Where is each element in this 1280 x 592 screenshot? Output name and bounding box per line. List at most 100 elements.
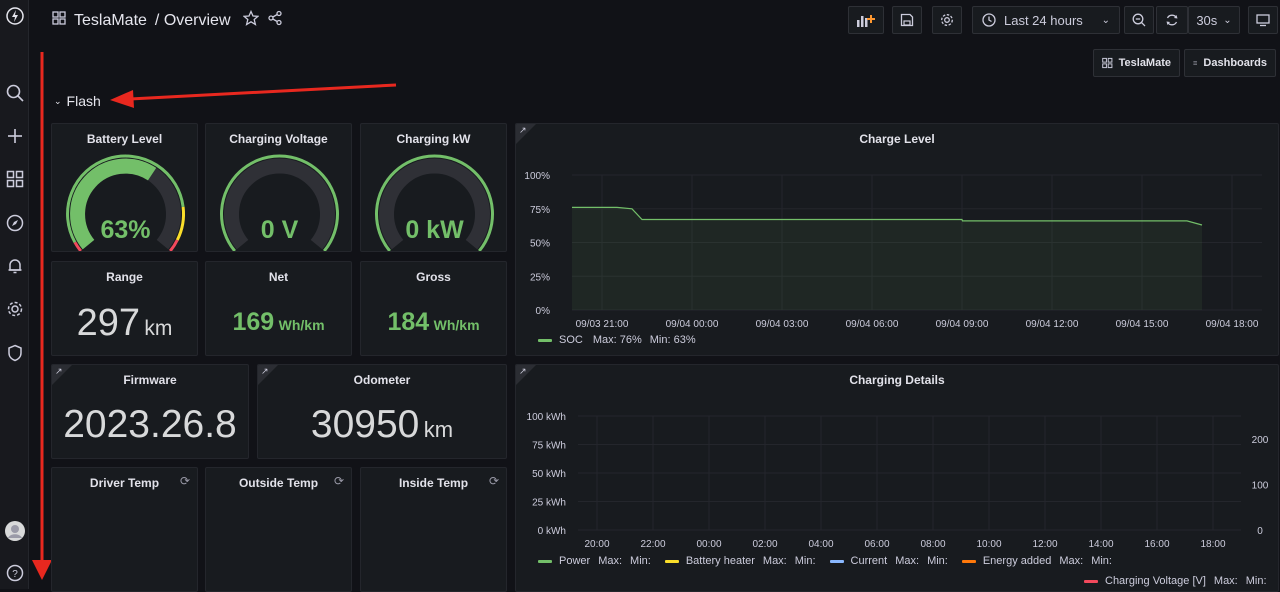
charging-voltage-gauge: 0 V xyxy=(220,154,339,251)
legend-series-name[interactable]: Current xyxy=(850,555,888,567)
clock-icon xyxy=(982,13,996,27)
panel-title: Odometer xyxy=(353,373,411,387)
x-tick-label: 09/04 15:00 xyxy=(1116,319,1169,330)
charging-voltage-panel: Charging Voltage 0 V xyxy=(205,123,352,252)
stat-unit: km xyxy=(423,417,454,442)
dashboard-grid-icon xyxy=(52,11,66,30)
panel-link-corner[interactable]: ↗ xyxy=(516,124,536,144)
gauge-value: 63% xyxy=(100,216,150,244)
grafana-logo-icon[interactable] xyxy=(4,5,25,26)
chevron-down-icon: ⌄ xyxy=(1223,14,1232,26)
x-tick-label: 18:00 xyxy=(1200,539,1225,550)
y-tick-label: 25% xyxy=(530,272,550,283)
panel-title: Charge Level xyxy=(859,132,935,146)
alert-bell-icon[interactable] xyxy=(4,255,25,276)
legend-series-name[interactable]: Energy added xyxy=(982,555,1052,567)
legend-series-name[interactable]: Charging Voltage [V] xyxy=(1105,575,1206,587)
legend-max: Max: xyxy=(1059,555,1084,567)
soc-line xyxy=(572,206,1203,226)
panel-title: Inside Temp xyxy=(398,476,469,490)
share-icon[interactable] xyxy=(267,10,283,31)
legend-series-name[interactable]: Power xyxy=(559,555,591,567)
x-tick-label: 12:00 xyxy=(1032,539,1057,550)
y-tick-label: 100 kWh xyxy=(527,412,566,423)
refresh-interval-picker[interactable]: 30s ⌄ xyxy=(1188,6,1240,34)
x-tick-label: 22:00 xyxy=(640,539,665,550)
svg-text:?: ? xyxy=(12,569,18,580)
y-tick-label: 75% xyxy=(530,205,550,216)
explore-compass-icon[interactable] xyxy=(4,212,25,233)
stat-unit: km xyxy=(144,317,173,340)
stat-value: 297 xyxy=(76,302,140,344)
menu-icon xyxy=(1193,61,1198,65)
firmware-panel: ↗ Firmware 2023.26.8 xyxy=(51,364,249,459)
panel-link-corner[interactable]: ↗ xyxy=(516,365,536,385)
legend-min: Min: 63% xyxy=(649,334,696,346)
charge-level-panel: ↗ Charge Level 100% 75% 50% 25% 0% 09/03 21:0… xyxy=(515,123,1279,356)
panel-title: Charging Voltage xyxy=(229,132,328,146)
legend-swatch xyxy=(664,559,679,563)
panel-title: Driver Temp xyxy=(89,476,160,490)
x-tick-label: 04:00 xyxy=(808,539,833,550)
time-range-picker[interactable]: Last 24 hours ⌄ xyxy=(972,6,1120,34)
search-icon[interactable] xyxy=(4,82,25,103)
range-stat: 297 km xyxy=(52,302,197,345)
x-tick-label: 06:00 xyxy=(864,539,889,550)
avatar[interactable] xyxy=(4,520,25,541)
refresh-interval-label: 30s xyxy=(1196,12,1218,28)
help-icon[interactable]: ? xyxy=(4,562,25,583)
legend-series-name[interactable]: Battery heater xyxy=(685,555,755,567)
shield-icon[interactable] xyxy=(4,342,25,363)
top-bar: TeslaMate / Overview Last 24 hours ⌄ 30s… xyxy=(36,0,1280,40)
outside-temp-panel: Outside Temp ⟳ xyxy=(205,467,352,592)
net-stat: 169 Wh/km xyxy=(206,308,351,337)
refresh-icon xyxy=(1166,14,1178,26)
gross-panel: Gross 184 Wh/km xyxy=(360,261,507,356)
refresh-button[interactable] xyxy=(1156,6,1188,34)
plus-icon[interactable] xyxy=(4,125,25,146)
gauge-threshold-band xyxy=(66,154,185,244)
x-tick-label: 09/04 09:00 xyxy=(936,319,989,330)
gauge-value: 0 kW xyxy=(405,216,464,244)
chevron-down-icon: ⌄ xyxy=(1101,14,1110,26)
legend-series-name[interactable]: SOC xyxy=(559,334,583,346)
x-tick-label: 09/04 03:00 xyxy=(756,319,809,330)
dashboard-settings-button[interactable] xyxy=(932,6,962,34)
dashboards-link-button[interactable]: Dashboards xyxy=(1184,49,1276,77)
save-dashboard-button[interactable] xyxy=(892,6,922,34)
chevron-down-icon: ⌄ xyxy=(54,95,62,106)
teslamate-link-button[interactable]: TeslaMate xyxy=(1093,49,1180,77)
dashboards-grid-icon[interactable] xyxy=(4,168,25,189)
panel-title: Charging Details xyxy=(849,373,945,387)
gauge-threshold-band xyxy=(175,206,186,241)
settings-gear-icon[interactable] xyxy=(4,298,25,319)
y-tick-label: 50% xyxy=(530,239,550,250)
star-icon[interactable] xyxy=(241,9,260,31)
legend-swatch xyxy=(961,559,976,563)
panel-link-corner[interactable]: ↗ xyxy=(258,365,278,385)
stat-unit: Wh/km xyxy=(278,317,325,333)
gauge-value: 0 V xyxy=(261,216,299,244)
y-tick-label: 50 kWh xyxy=(532,469,566,480)
panel-title: Range xyxy=(106,270,143,284)
monitor-icon xyxy=(1256,14,1270,27)
stat-value: 30950 xyxy=(310,403,420,446)
chart-legend-row1: Power Max: Min: Battery heater Max: Min:… xyxy=(538,555,1112,567)
page-title[interactable]: / Overview xyxy=(154,11,231,29)
dashboards-link-label: Dashboards xyxy=(1203,57,1267,69)
row-header-flash[interactable]: ⌄ Flash xyxy=(54,93,101,109)
panel-link-corner[interactable]: ↗ xyxy=(52,365,72,385)
legend-max: Max: xyxy=(895,555,920,567)
legend-max: Max: xyxy=(762,555,787,567)
add-panel-button[interactable] xyxy=(848,6,884,34)
tv-mode-button[interactable] xyxy=(1248,6,1278,34)
zoom-out-icon xyxy=(1132,13,1146,27)
zoom-out-button[interactable] xyxy=(1124,6,1154,34)
x-tick-label: 16:00 xyxy=(1144,539,1169,550)
time-range-label: Last 24 hours xyxy=(1004,12,1083,28)
y-tick-label: 0 kWh xyxy=(538,526,566,537)
folder-link[interactable]: TeslaMate xyxy=(74,11,147,29)
battery-level-panel: Battery Level 63% xyxy=(51,123,198,252)
y-tick-label: 100% xyxy=(524,171,550,182)
external-link-icon: ↗ xyxy=(261,366,269,376)
